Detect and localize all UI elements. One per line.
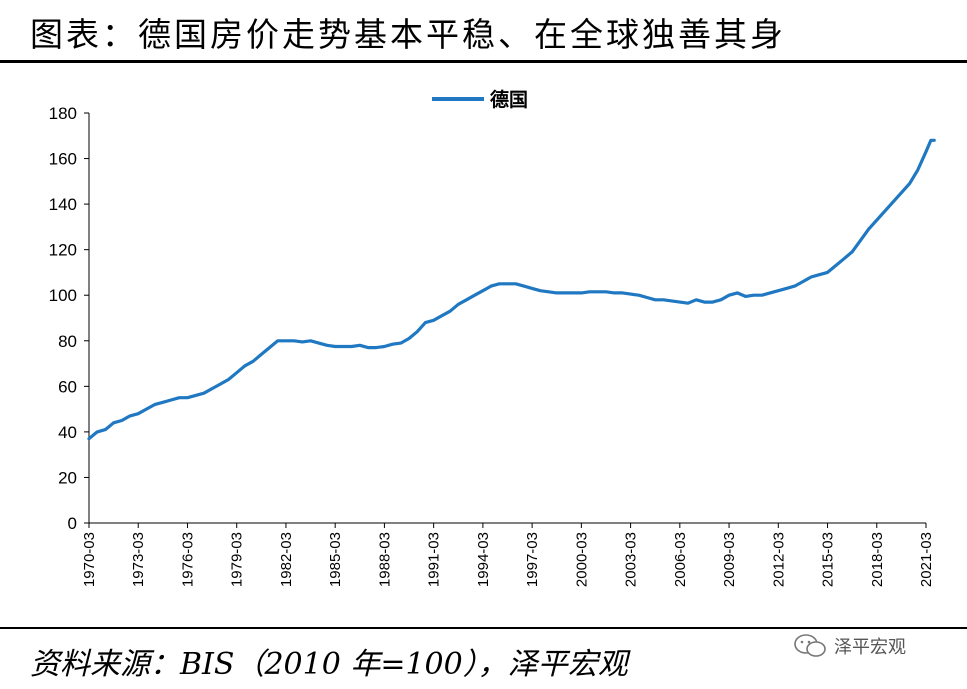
x-tick-label: 1994-03 [475,532,492,587]
y-tick-label: 160 [49,150,77,169]
x-tick-label: 1973-03 [130,532,147,587]
y-tick-label: 100 [49,286,77,305]
y-tick-label: 40 [58,423,77,442]
y-tick-label: 140 [49,195,77,214]
x-tick-label: 2012-03 [770,532,787,587]
series-layer [87,138,936,441]
bottom-rule [0,627,967,629]
legend: 德国 [432,88,528,111]
x-tick-label: 2000-03 [573,532,590,587]
x-tick-label: 1970-03 [81,532,98,587]
chart-title: 图表：德国房价走势基本平稳、在全球独善其身 [30,15,786,54]
x-tick-label: 1991-03 [426,532,443,587]
x-tick-label: 2021-03 [918,532,935,587]
y-tick-label: 20 [58,468,77,487]
x-tick-label: 1976-03 [179,532,196,587]
x-tick-label: 1988-03 [376,532,393,587]
x-tick-label: 2018-03 [869,532,886,587]
chart-canvas: 0 20 40 60 80 100 120 140 160 180 1970-03 1973-03 19… [49,88,936,587]
watermark: 泽平宏观 [792,632,906,660]
x-tick-label: 2009-03 [721,532,738,587]
source-note: 资料来源：BIS（2010 年=100），泽平宏观 [30,647,628,682]
watermark-text: 泽平宏观 [834,637,906,658]
x-tick-label: 2006-03 [672,532,689,587]
legend-label: 德国 [490,88,528,111]
wechat-icon [794,634,826,657]
axes-group: 0 20 40 60 80 100 120 140 160 180 1970-03 1973-03 19… [49,104,935,587]
y-tick-label: 80 [58,332,77,351]
y-tick-label: 180 [49,104,77,123]
x-tick-label: 2015-03 [820,532,837,587]
x-tick-label: 1985-03 [327,532,344,587]
y-tick-label: 120 [49,241,77,260]
y-tick-label: 0 [68,514,77,533]
x-tick-label: 1982-03 [278,532,295,587]
x-tick-label: 1979-03 [229,532,246,587]
series-line [87,138,936,441]
y-tick-label: 60 [58,377,77,396]
top-rule [0,60,967,63]
x-tick-label: 2003-03 [623,532,640,587]
x-tick-label: 1997-03 [524,532,541,587]
